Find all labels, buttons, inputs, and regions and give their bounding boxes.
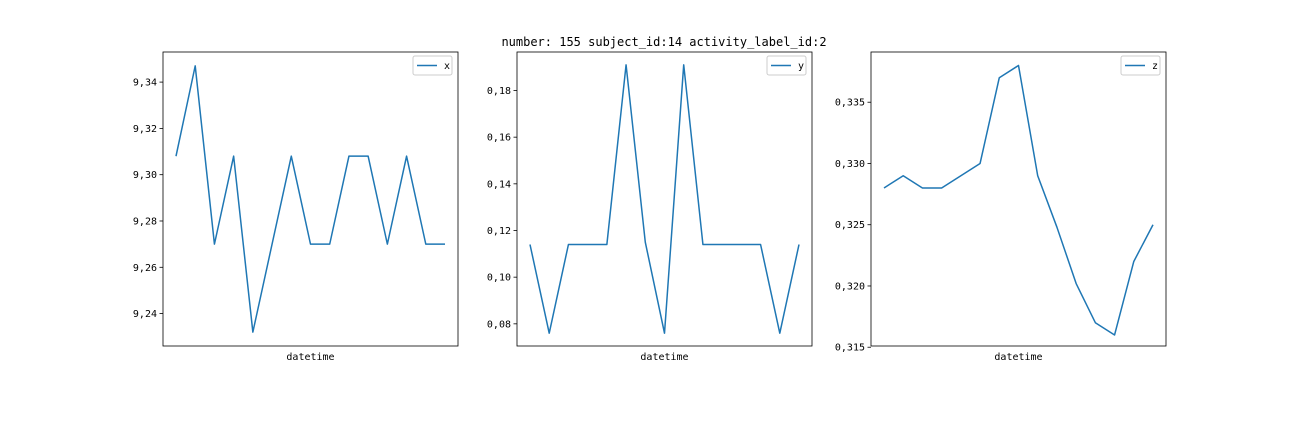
y-tick-label: 0,16 — [487, 133, 511, 144]
y-tick-label: 0,12 — [487, 226, 511, 237]
y-tick-label: 9,28 — [133, 216, 157, 227]
legend-label: y — [798, 61, 804, 72]
y-tick-label: 0,08 — [487, 319, 511, 330]
y-tick-label: 9,34 — [133, 78, 157, 89]
y-tick-label: 9,30 — [133, 170, 157, 181]
plot-frame — [162, 51, 459, 347]
chart-panel-2: 0,08 0,10 0,12 0,14 0,16 0,18 datetime y — [487, 51, 813, 363]
charts-container: 9,24 9,26 9,28 9,30 9,32 9,34 datetime x 0,08 0,1… — [133, 51, 1167, 363]
y-tick-label: 0,325 — [835, 220, 865, 231]
legend: x — [412, 55, 453, 76]
chart-panel-1: 9,24 9,26 9,28 9,30 9,32 9,34 datetime x — [133, 51, 459, 363]
chart-panel-3: 0,315 0,320 0,325 0,330 0,335 datetime z — [835, 51, 1167, 363]
y-tick-label: 0,320 — [835, 281, 865, 292]
y-tick-label: 9,32 — [133, 124, 157, 135]
chart-title: number: 155 subject_id:14 activity_label… — [501, 35, 826, 49]
y-tick-label: 0,315 — [835, 343, 865, 354]
x-axis-label: datetime — [640, 352, 688, 363]
series-line-y — [529, 64, 800, 334]
y-tick-label: 0,335 — [835, 98, 865, 109]
x-axis-label: datetime — [286, 352, 334, 363]
y-tick-label: 9,26 — [133, 263, 157, 274]
plot-frame — [516, 51, 813, 347]
x-axis-label: datetime — [994, 352, 1042, 363]
legend: y — [766, 55, 807, 76]
legend: z — [1120, 55, 1161, 76]
y-tick-label: 0,10 — [487, 273, 511, 284]
y-tick-label: 0,18 — [487, 86, 511, 97]
legend-label: x — [444, 61, 450, 72]
legend-label: z — [1152, 61, 1158, 72]
y-tick-label: 0,330 — [835, 159, 865, 170]
series-line-x — [175, 65, 445, 333]
y-tick-label: 0,14 — [487, 179, 511, 190]
y-tick-label: 9,24 — [133, 309, 157, 320]
series-line-z — [883, 64, 1154, 336]
plot-frame — [870, 51, 1167, 347]
